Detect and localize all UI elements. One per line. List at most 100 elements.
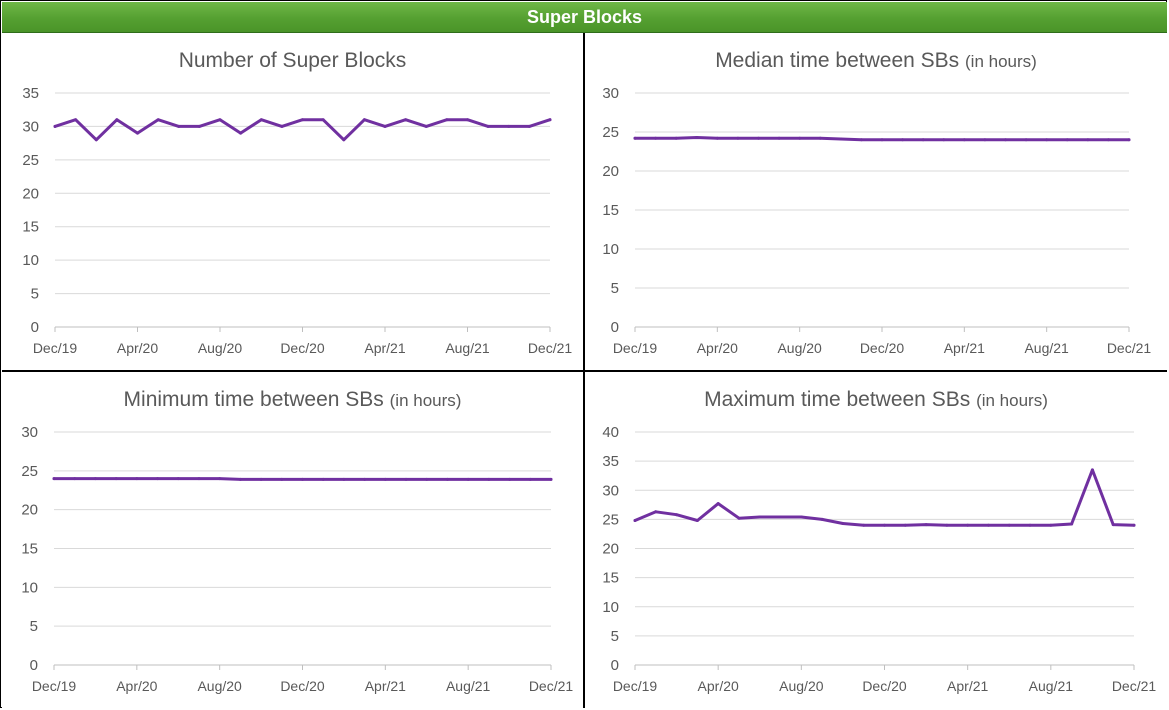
x-tick-label: Dec/19 — [613, 340, 658, 356]
data-point — [259, 477, 263, 481]
x-tick-label: Aug/20 — [779, 678, 824, 694]
chart-panel-number-of-super-blocks: 0 5 10 15 20 25 30 35 Dec/19 Apr/20 Aug/20 Dec/20 Ap… — [2, 33, 585, 372]
data-point — [1024, 138, 1028, 142]
data-point — [259, 118, 263, 122]
chart-svg: 0 5 10 15 20 25 30 35 Dec/19 Apr/20 Aug/20 Dec/20 Ap… — [22, 85, 572, 356]
data-point — [1090, 468, 1094, 472]
y-tick-label: 25 — [602, 511, 619, 528]
x-tick-label: Apr/20 — [116, 678, 157, 694]
data-point — [862, 523, 866, 527]
data-point — [239, 131, 243, 135]
data-point — [301, 477, 304, 481]
chart-title: Maximum time between SBs (in hours) — [585, 388, 1167, 412]
data-point — [777, 136, 781, 140]
x-tick-label: Dec/21 — [1107, 340, 1152, 356]
x-tick-label: Dec/20 — [280, 340, 325, 356]
y-tick-label: 15 — [602, 202, 619, 219]
data-point — [156, 477, 160, 481]
data-point — [883, 523, 886, 527]
data-point — [52, 477, 56, 481]
data-point — [466, 477, 470, 481]
data-point — [115, 118, 119, 122]
data-point — [93, 477, 97, 481]
y-tick-label: 0 — [31, 319, 39, 336]
data-point — [716, 502, 720, 506]
data-point — [527, 124, 531, 128]
data-point — [383, 124, 387, 128]
y-tick-label: 20 — [21, 502, 38, 519]
y-tick-label: 15 — [21, 541, 38, 558]
data-point — [695, 519, 699, 523]
chart-panel-median-time: 0 5 10 15 20 25 30 Dec/19 Apr/20 Aug/20 Dec/20 Apr/… — [585, 33, 1167, 372]
data-point — [1049, 523, 1053, 527]
chart-title-text: Minimum time between SBs — [123, 388, 384, 411]
chart-panel-minimum-time: 0 5 10 15 20 25 30 Dec/19 Apr/20 Aug/20 Dec/20 Apr/… — [2, 372, 585, 708]
data-point — [445, 118, 449, 122]
data-point — [280, 124, 284, 128]
series-line — [53, 118, 552, 142]
chart-panel-maximum-time: 0 5 10 15 20 25 30 35 40 Dec/19 Apr/20 Aug/20 Dec/20… — [585, 372, 1167, 708]
x-tick-label: Apr/21 — [947, 678, 988, 694]
x-tick-label: Aug/21 — [445, 340, 490, 356]
data-point — [1065, 138, 1069, 142]
data-point — [901, 138, 905, 142]
y-tick-label: 35 — [22, 85, 39, 102]
y-tick-label: 20 — [602, 163, 619, 180]
data-point — [486, 124, 490, 128]
data-point — [1045, 138, 1049, 142]
y-tick-label: 30 — [21, 424, 38, 441]
data-point — [839, 137, 843, 141]
data-point — [549, 477, 553, 481]
data-point — [880, 138, 884, 142]
data-point — [942, 138, 946, 142]
x-tick-label: Dec/20 — [862, 678, 907, 694]
data-point — [736, 136, 740, 140]
x-tick-label: Dec/19 — [32, 678, 77, 694]
data-point — [445, 477, 449, 481]
y-tick-label: 25 — [602, 124, 619, 141]
chart-svg: 0 5 10 15 20 25 30 Dec/19 Apr/20 Aug/20 Dec/20 Apr/… — [21, 424, 573, 694]
x-tick-label: Aug/21 — [446, 678, 491, 694]
y-tick-label: 25 — [22, 152, 39, 169]
data-point — [654, 136, 658, 140]
data-point — [1127, 138, 1131, 142]
page-title: Super Blocks — [2, 2, 1167, 33]
data-point — [903, 523, 907, 527]
data-point — [487, 477, 491, 481]
x-tick-label: Apr/20 — [697, 340, 738, 356]
data-point — [197, 124, 201, 128]
data-point — [633, 519, 637, 523]
data-point — [1004, 138, 1007, 142]
data-point — [321, 118, 325, 122]
data-point — [424, 124, 428, 128]
y-tick-label: 0 — [30, 657, 38, 674]
y-tick-label: 10 — [21, 579, 38, 596]
chart-title-suffix: (in hours) — [976, 391, 1048, 410]
data-point — [404, 477, 408, 481]
data-point — [1086, 138, 1090, 142]
data-point — [924, 523, 928, 527]
data-point — [945, 523, 949, 527]
data-point — [654, 510, 658, 514]
data-point — [508, 477, 512, 481]
data-point — [962, 138, 966, 142]
y-tick-label: 5 — [611, 280, 619, 297]
y-tick-label: 0 — [611, 319, 619, 336]
data-point — [1070, 522, 1074, 526]
data-point — [321, 477, 325, 481]
data-point — [466, 118, 469, 122]
data-point — [94, 138, 98, 142]
data-point — [715, 136, 719, 140]
data-point — [218, 477, 222, 481]
y-tick-label: 20 — [22, 185, 39, 202]
data-point — [342, 138, 346, 142]
y-tick-label: 15 — [602, 570, 619, 587]
x-tick-label: Aug/20 — [197, 678, 242, 694]
data-point — [1007, 523, 1011, 527]
x-tick-label: Apr/21 — [944, 340, 985, 356]
data-point — [156, 118, 160, 122]
data-point — [114, 477, 118, 481]
chart-title-text: Maximum time between SBs — [704, 388, 971, 411]
data-point — [841, 521, 845, 525]
